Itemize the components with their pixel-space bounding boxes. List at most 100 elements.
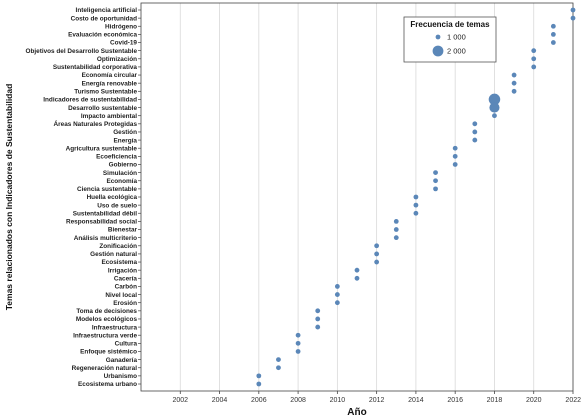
data-point	[472, 121, 478, 127]
data-point	[489, 102, 500, 113]
x-tick-label: 2004	[212, 397, 228, 404]
x-tick-label: 2014	[408, 397, 424, 404]
y-tick-label: Ganadería	[106, 357, 138, 364]
data-point	[393, 218, 399, 224]
y-tick-label: Impacto ambiental	[81, 113, 137, 120]
data-point	[452, 162, 458, 167]
data-point	[452, 145, 458, 151]
legend-label-1000: 1 000	[447, 33, 466, 42]
data-points	[256, 7, 576, 387]
y-tick-label: Costo de oportunidad	[71, 15, 137, 22]
x-tick-label: 2008	[290, 397, 306, 404]
data-point	[531, 56, 537, 62]
y-tick-label: Ecoeficiencia	[96, 154, 137, 161]
data-point	[256, 373, 262, 379]
data-point	[276, 357, 281, 363]
data-point	[570, 15, 576, 21]
y-tick-label: Inteligencia artificial	[76, 7, 138, 14]
plot-frame	[140, 2, 574, 392]
data-point	[334, 300, 340, 306]
x-tick-label: 2020	[526, 397, 542, 404]
y-tick-label: Turismo Sustentable	[74, 89, 137, 96]
data-point	[472, 137, 478, 143]
data-point	[393, 235, 399, 241]
data-point	[452, 153, 458, 159]
legend-label-2000: 2 000	[447, 47, 466, 56]
y-tick-label: Erosión	[113, 300, 137, 307]
y-tick-label: Indicadores de sustentabilidad	[43, 97, 137, 104]
x-tick-label: 2010	[330, 397, 346, 404]
data-point	[315, 324, 321, 330]
data-point	[315, 308, 321, 314]
data-point	[393, 227, 399, 232]
y-tick-label: Gestión	[113, 129, 137, 136]
y-tick-label: Economía circular	[82, 72, 138, 79]
legend: Frecuencia de temas 1 000 2 000	[403, 16, 497, 63]
y-tick-label: Irrigación	[108, 267, 137, 274]
y-tick-label: Urbanismo	[104, 373, 137, 380]
legend-box	[403, 16, 497, 63]
data-point	[334, 292, 340, 297]
data-point	[550, 40, 556, 45]
data-point	[354, 275, 360, 281]
data-point	[488, 93, 501, 106]
y-tick-label: Simulación	[103, 170, 137, 177]
y-tick-label: Uso de suelo	[97, 202, 137, 209]
x-axis-title: Año	[347, 407, 366, 418]
legend-marker-1000	[435, 34, 441, 40]
y-tick-label: Economía	[106, 178, 137, 185]
data-point	[531, 48, 537, 54]
y-tick-label: Desarrollo sustentable	[68, 105, 137, 112]
y-tick-label: Ecosistema urbano	[78, 381, 137, 388]
x-tick-label: 2012	[369, 397, 385, 404]
x-tick-label: 2018	[487, 397, 503, 404]
y-tick-label: Zonificación	[99, 243, 137, 250]
y-tick-label: Sustentabilidad corporativa	[53, 64, 138, 71]
data-point	[531, 64, 537, 70]
y-tick-label: Energía renovable	[82, 80, 138, 87]
y-tick-label: Carbón	[115, 284, 137, 291]
y-tick-label: Bienestar	[108, 227, 138, 234]
y-tick-label: Infraestructura	[92, 324, 138, 331]
data-point	[295, 349, 301, 354]
y-tick-label: Análisis multicriterio	[74, 235, 137, 242]
data-point	[433, 186, 438, 192]
y-tick-label: Gobierno	[109, 162, 137, 169]
y-axis-title: Temas relacionados con Indicadores de Su…	[4, 84, 14, 311]
data-point	[511, 80, 517, 86]
legend-marker-2000	[432, 45, 444, 57]
y-tick-label: Agricultura sustentable	[66, 145, 138, 152]
data-point	[256, 381, 262, 387]
y-tick-label: Objetivos del Desarrollo Sustentable	[25, 48, 137, 55]
data-point	[433, 178, 438, 184]
y-tick-label: Energía	[114, 137, 138, 144]
y-tick-label: Ecosistema	[101, 259, 137, 266]
y-tick-label: Cacería	[114, 276, 138, 283]
x-tick-label: 2016	[447, 397, 463, 404]
data-point	[511, 72, 517, 78]
y-tick-label: Huella ecológica	[87, 194, 138, 201]
y-tick-label: Optimización	[97, 56, 137, 63]
x-tick-label: 2002	[172, 397, 188, 404]
data-point	[433, 170, 438, 176]
data-point	[413, 210, 419, 216]
vertical-gridlines	[179, 3, 574, 391]
y-tick-label: Áreas Naturales Protegidas	[54, 119, 138, 128]
data-point	[374, 251, 380, 257]
y-tick-label: Enfoque sistémico	[80, 349, 137, 356]
y-tick-label: Sustentabilidad débil	[73, 210, 137, 217]
y-tick-label: Gestión natural	[90, 251, 137, 258]
data-point	[276, 365, 281, 371]
data-point	[354, 267, 360, 273]
data-point	[413, 194, 419, 200]
y-tick-label: Responsabilidad social	[66, 219, 137, 226]
data-point	[550, 23, 556, 29]
y-tick-label: Evaluación económica	[68, 32, 137, 39]
data-point	[334, 284, 340, 289]
legend-title: Frecuencia de temas	[410, 20, 490, 29]
data-point	[374, 259, 380, 265]
data-point	[315, 316, 321, 322]
y-tick-label: Toma de decisiones	[76, 308, 137, 315]
